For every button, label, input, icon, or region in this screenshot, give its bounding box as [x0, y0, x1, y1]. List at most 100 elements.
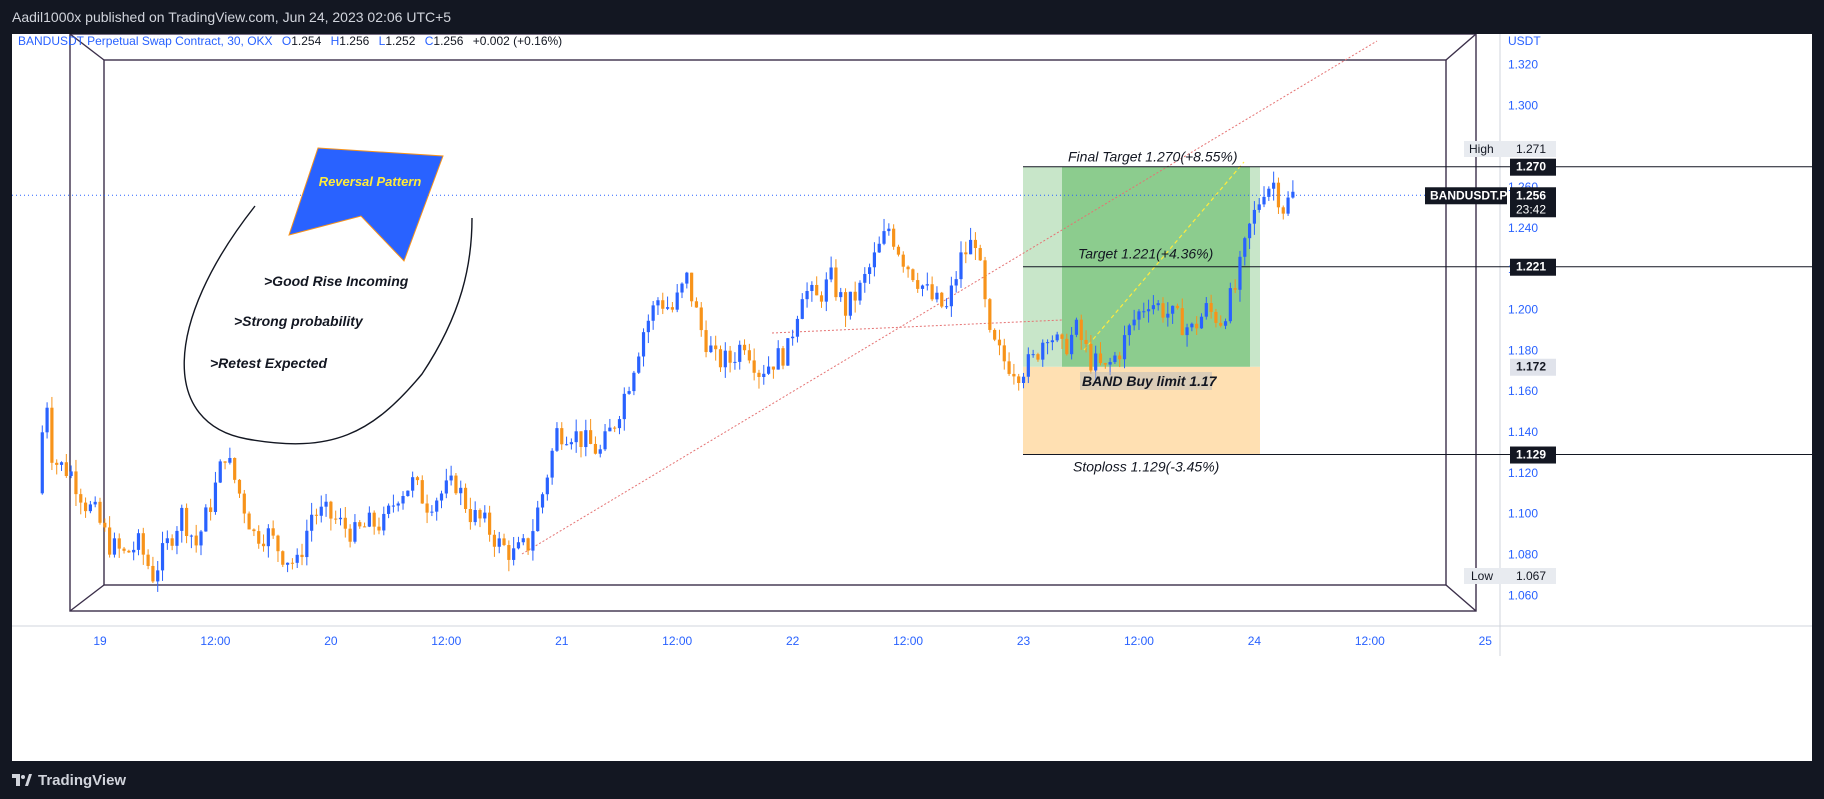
candle-body	[156, 570, 160, 582]
candle-body	[180, 507, 184, 531]
candle-body	[993, 329, 997, 340]
candle-body	[1185, 327, 1189, 336]
countdown-tag: 23:42	[1516, 202, 1546, 216]
high-label: High	[1469, 142, 1494, 156]
candle-body	[93, 501, 97, 505]
candle-body	[50, 407, 54, 463]
candle-body	[954, 279, 958, 286]
candle-body	[64, 462, 68, 476]
time-axis-ticks[interactable]: 19 12:00 20 12:00 21 12:00 22 12:00 23 12:00 24 12:…	[93, 634, 1492, 648]
candle-body	[791, 336, 795, 339]
reversal-callout-shape	[288, 147, 444, 262]
entry-tag-bg	[1510, 358, 1556, 376]
candle-body	[141, 533, 145, 555]
legend-c-label: C	[425, 34, 434, 48]
candle-body	[675, 292, 679, 310]
candle-body	[1079, 319, 1083, 340]
candle-body	[1166, 313, 1170, 318]
time-tick-label: 12:00	[1124, 634, 1154, 648]
candle-body	[218, 461, 222, 483]
candle-body	[1031, 354, 1035, 356]
candle-body	[1098, 353, 1103, 364]
candle-body	[108, 527, 112, 555]
candle-body	[944, 306, 949, 308]
tradingview-logo[interactable]: TradingView	[12, 772, 126, 789]
candle-body	[189, 535, 193, 537]
candle-body	[564, 444, 569, 446]
candle-body	[637, 356, 641, 373]
candle-body	[1026, 354, 1030, 377]
candle-body	[882, 231, 886, 244]
candle-body	[718, 349, 723, 368]
candle-body	[1180, 308, 1184, 336]
candle-body	[920, 285, 925, 289]
chart-panel[interactable]: Reversal Pattern >Good Rise Incoming >St…	[12, 33, 1812, 761]
candle-body	[473, 510, 477, 523]
candle-body	[1122, 335, 1127, 360]
candle-body	[396, 503, 400, 506]
candle-body	[151, 565, 155, 582]
price-tick-label: 1.060	[1508, 588, 1538, 602]
candle-body	[579, 431, 583, 448]
candle-body	[810, 284, 814, 292]
candle-body	[1247, 223, 1252, 239]
candle-body	[502, 538, 506, 546]
candle-body	[887, 228, 891, 232]
legend-symbol[interactable]: BANDUSDT Perpetual Swap Contract, 30, OK…	[18, 34, 273, 48]
candle-body	[468, 509, 472, 523]
candle-body	[574, 431, 578, 443]
candle-body	[839, 292, 843, 298]
high-label-bg	[1464, 141, 1510, 157]
legend-l-label: L	[379, 34, 386, 48]
publisher-bar: Aadil1000x published on TradingView.com,…	[0, 0, 1824, 34]
price-chart[interactable]: Reversal Pattern >Good Rise Incoming >St…	[12, 33, 1812, 761]
candle-body	[757, 372, 761, 377]
candle-body	[1132, 319, 1136, 326]
candle-body	[973, 239, 978, 249]
candle-body	[824, 279, 828, 302]
candle-body	[560, 428, 564, 445]
candles-group[interactable]	[40, 171, 1295, 592]
candle-body	[550, 450, 554, 478]
candle-body	[733, 361, 737, 363]
candle-body	[281, 551, 285, 565]
price-tick-label: 1.100	[1508, 507, 1538, 521]
candle-body	[271, 528, 275, 536]
time-tick-label: 25	[1479, 634, 1493, 648]
legend-close: 1.256	[433, 34, 463, 48]
candle-body	[521, 538, 525, 543]
candle-body	[569, 442, 573, 445]
plot-area[interactable]	[12, 34, 1500, 626]
candle-body	[1050, 340, 1054, 343]
candle-body	[1103, 363, 1107, 365]
symbol-legend[interactable]: BANDUSDT Perpetual Swap Contract, 30, OK…	[18, 34, 562, 48]
candle-body	[1151, 305, 1155, 310]
candle-body	[526, 538, 530, 551]
candle-body	[1219, 322, 1223, 326]
candle-body	[858, 282, 862, 301]
candle-body	[670, 307, 674, 310]
candle-body	[593, 443, 598, 454]
candle-body	[704, 330, 708, 353]
high-value-bg	[1510, 141, 1556, 157]
candle-body	[1281, 207, 1285, 214]
candle-body	[204, 507, 208, 532]
candle-body	[916, 280, 920, 289]
handdrawn-curve	[183, 205, 473, 445]
candle-body	[1036, 354, 1040, 360]
candle-body	[651, 305, 655, 321]
candle-body	[1238, 256, 1242, 290]
candle-body	[805, 291, 809, 300]
candle-body	[747, 350, 751, 361]
low-value-bg	[1510, 568, 1556, 584]
stoploss-label: Stoploss 1.129(-3.45%)	[1073, 459, 1219, 475]
price-axis-currency: USDT	[1508, 34, 1541, 48]
candle-body	[1267, 188, 1271, 197]
candle-body	[1171, 305, 1175, 314]
price-tick-label: 1.140	[1508, 425, 1538, 439]
candle-body	[372, 512, 376, 527]
price-axis-ticks[interactable]: 1.060 1.080 1.100 1.120 1.140 1.160 1.180 1.200…	[1508, 58, 1538, 603]
candle-body	[1276, 182, 1281, 208]
candle-body	[536, 507, 540, 532]
entry-tag: 1.172	[1516, 360, 1546, 374]
